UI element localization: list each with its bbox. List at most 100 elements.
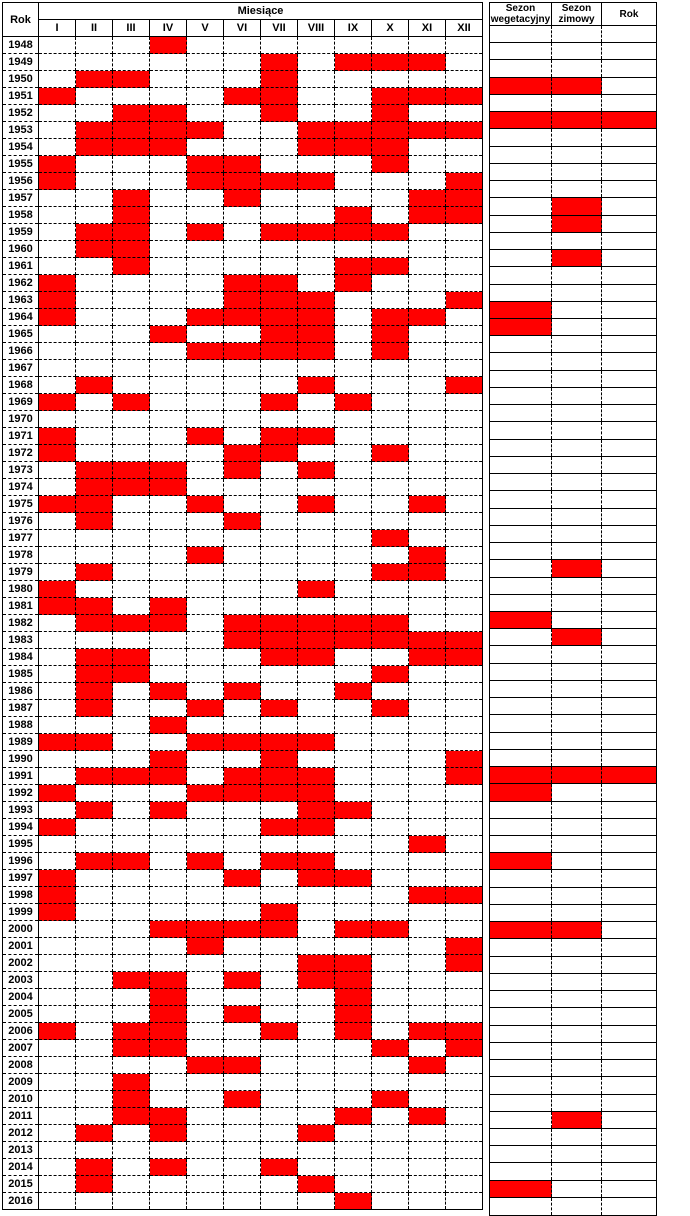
month-cell [409,1193,446,1210]
month-cell [224,445,261,462]
month-cell [150,54,187,71]
year-cell [602,215,657,232]
month-cell [187,700,224,717]
month-cell [298,734,335,751]
month-cell [39,547,76,564]
month-cell [76,411,113,428]
month-cell [446,530,483,547]
month-cell [446,1108,483,1125]
season-row [490,973,657,990]
month-cell [113,972,150,989]
year-label: 1949 [3,54,39,71]
season-row [490,525,657,542]
month-cell [335,547,372,564]
season-z-cell [552,112,602,129]
season-z-cell [552,853,602,870]
year-row: 2014 [3,1159,483,1176]
month-cell [409,785,446,802]
month-cell [298,122,335,139]
month-cell [150,547,187,564]
month-cell [150,1091,187,1108]
month-cell [224,207,261,224]
month-cell [150,173,187,190]
month-cell [224,581,261,598]
year-label: 1962 [3,275,39,292]
month-cell [224,768,261,785]
month-cell [261,666,298,683]
month-cell [224,1142,261,1159]
year-row: 2008 [3,1057,483,1074]
month-cell [335,530,372,547]
month-cell [76,309,113,326]
month-cell [261,54,298,71]
month-cell [187,989,224,1006]
month-cell [224,326,261,343]
season-row [490,1060,657,1077]
month-cell [76,1074,113,1091]
month-cell [113,343,150,360]
month-cell [409,700,446,717]
month-cell [261,887,298,904]
month-cell [446,955,483,972]
month-cell [187,241,224,258]
month-cell [76,88,113,105]
month-cell [150,768,187,785]
month-cell [261,513,298,530]
season-row [490,991,657,1008]
month-cell [372,360,409,377]
month-cell [409,904,446,921]
month-cell [76,564,113,581]
year-cell [602,1077,657,1094]
month-cell [372,496,409,513]
month-cell [150,1176,187,1193]
season-z-cell [552,594,602,611]
month-cell [113,802,150,819]
month-cell [335,751,372,768]
month-cell [446,649,483,666]
month-cell [446,683,483,700]
season-z-cell [552,525,602,542]
month-cell [113,292,150,309]
season-z-cell [552,784,602,801]
year-row: 1993 [3,802,483,819]
month-cell [39,989,76,1006]
month-cell [113,530,150,547]
month-cell [372,989,409,1006]
month-cell [224,615,261,632]
season-z-cell [552,1111,602,1128]
month-cell [224,1176,261,1193]
month-cell [187,1193,224,1210]
season-z-cell [552,250,602,267]
season-row [490,284,657,301]
season-row [490,1111,657,1128]
month-cell [224,1193,261,1210]
month-cell [446,513,483,530]
month-cell [187,88,224,105]
month-cell [39,1176,76,1193]
month-cell [76,122,113,139]
month-cell [261,241,298,258]
season-row [490,60,657,77]
month-cell [224,666,261,683]
month-cell [76,615,113,632]
month-cell [261,292,298,309]
month-cell [113,700,150,717]
month-cell [409,394,446,411]
season-row [490,508,657,525]
month-cell [113,1074,150,1091]
month-cell [224,479,261,496]
month-cell [261,360,298,377]
month-cell [409,1125,446,1142]
month-cell [298,496,335,513]
month-cell [261,1040,298,1057]
month-cell [224,360,261,377]
year-cell [602,922,657,939]
month-cell [261,88,298,105]
month-cell [261,1142,298,1159]
month-cell [372,887,409,904]
month-cell [150,88,187,105]
month-cell [187,1176,224,1193]
year-label: 1957 [3,190,39,207]
season-z-cell [552,887,602,904]
month-cell [298,54,335,71]
